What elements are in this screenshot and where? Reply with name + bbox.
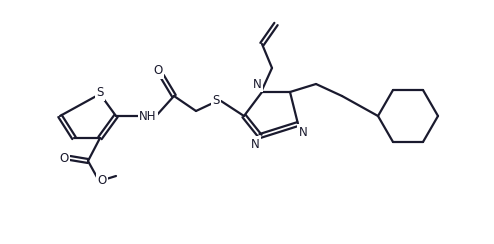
Text: O: O xyxy=(59,152,69,164)
Text: O: O xyxy=(97,174,107,187)
Text: N: N xyxy=(299,125,307,139)
Text: N: N xyxy=(250,138,259,151)
Text: N: N xyxy=(252,78,261,91)
Text: NH: NH xyxy=(139,110,157,122)
Text: S: S xyxy=(96,87,104,100)
Text: S: S xyxy=(212,94,220,108)
Text: O: O xyxy=(153,64,163,78)
